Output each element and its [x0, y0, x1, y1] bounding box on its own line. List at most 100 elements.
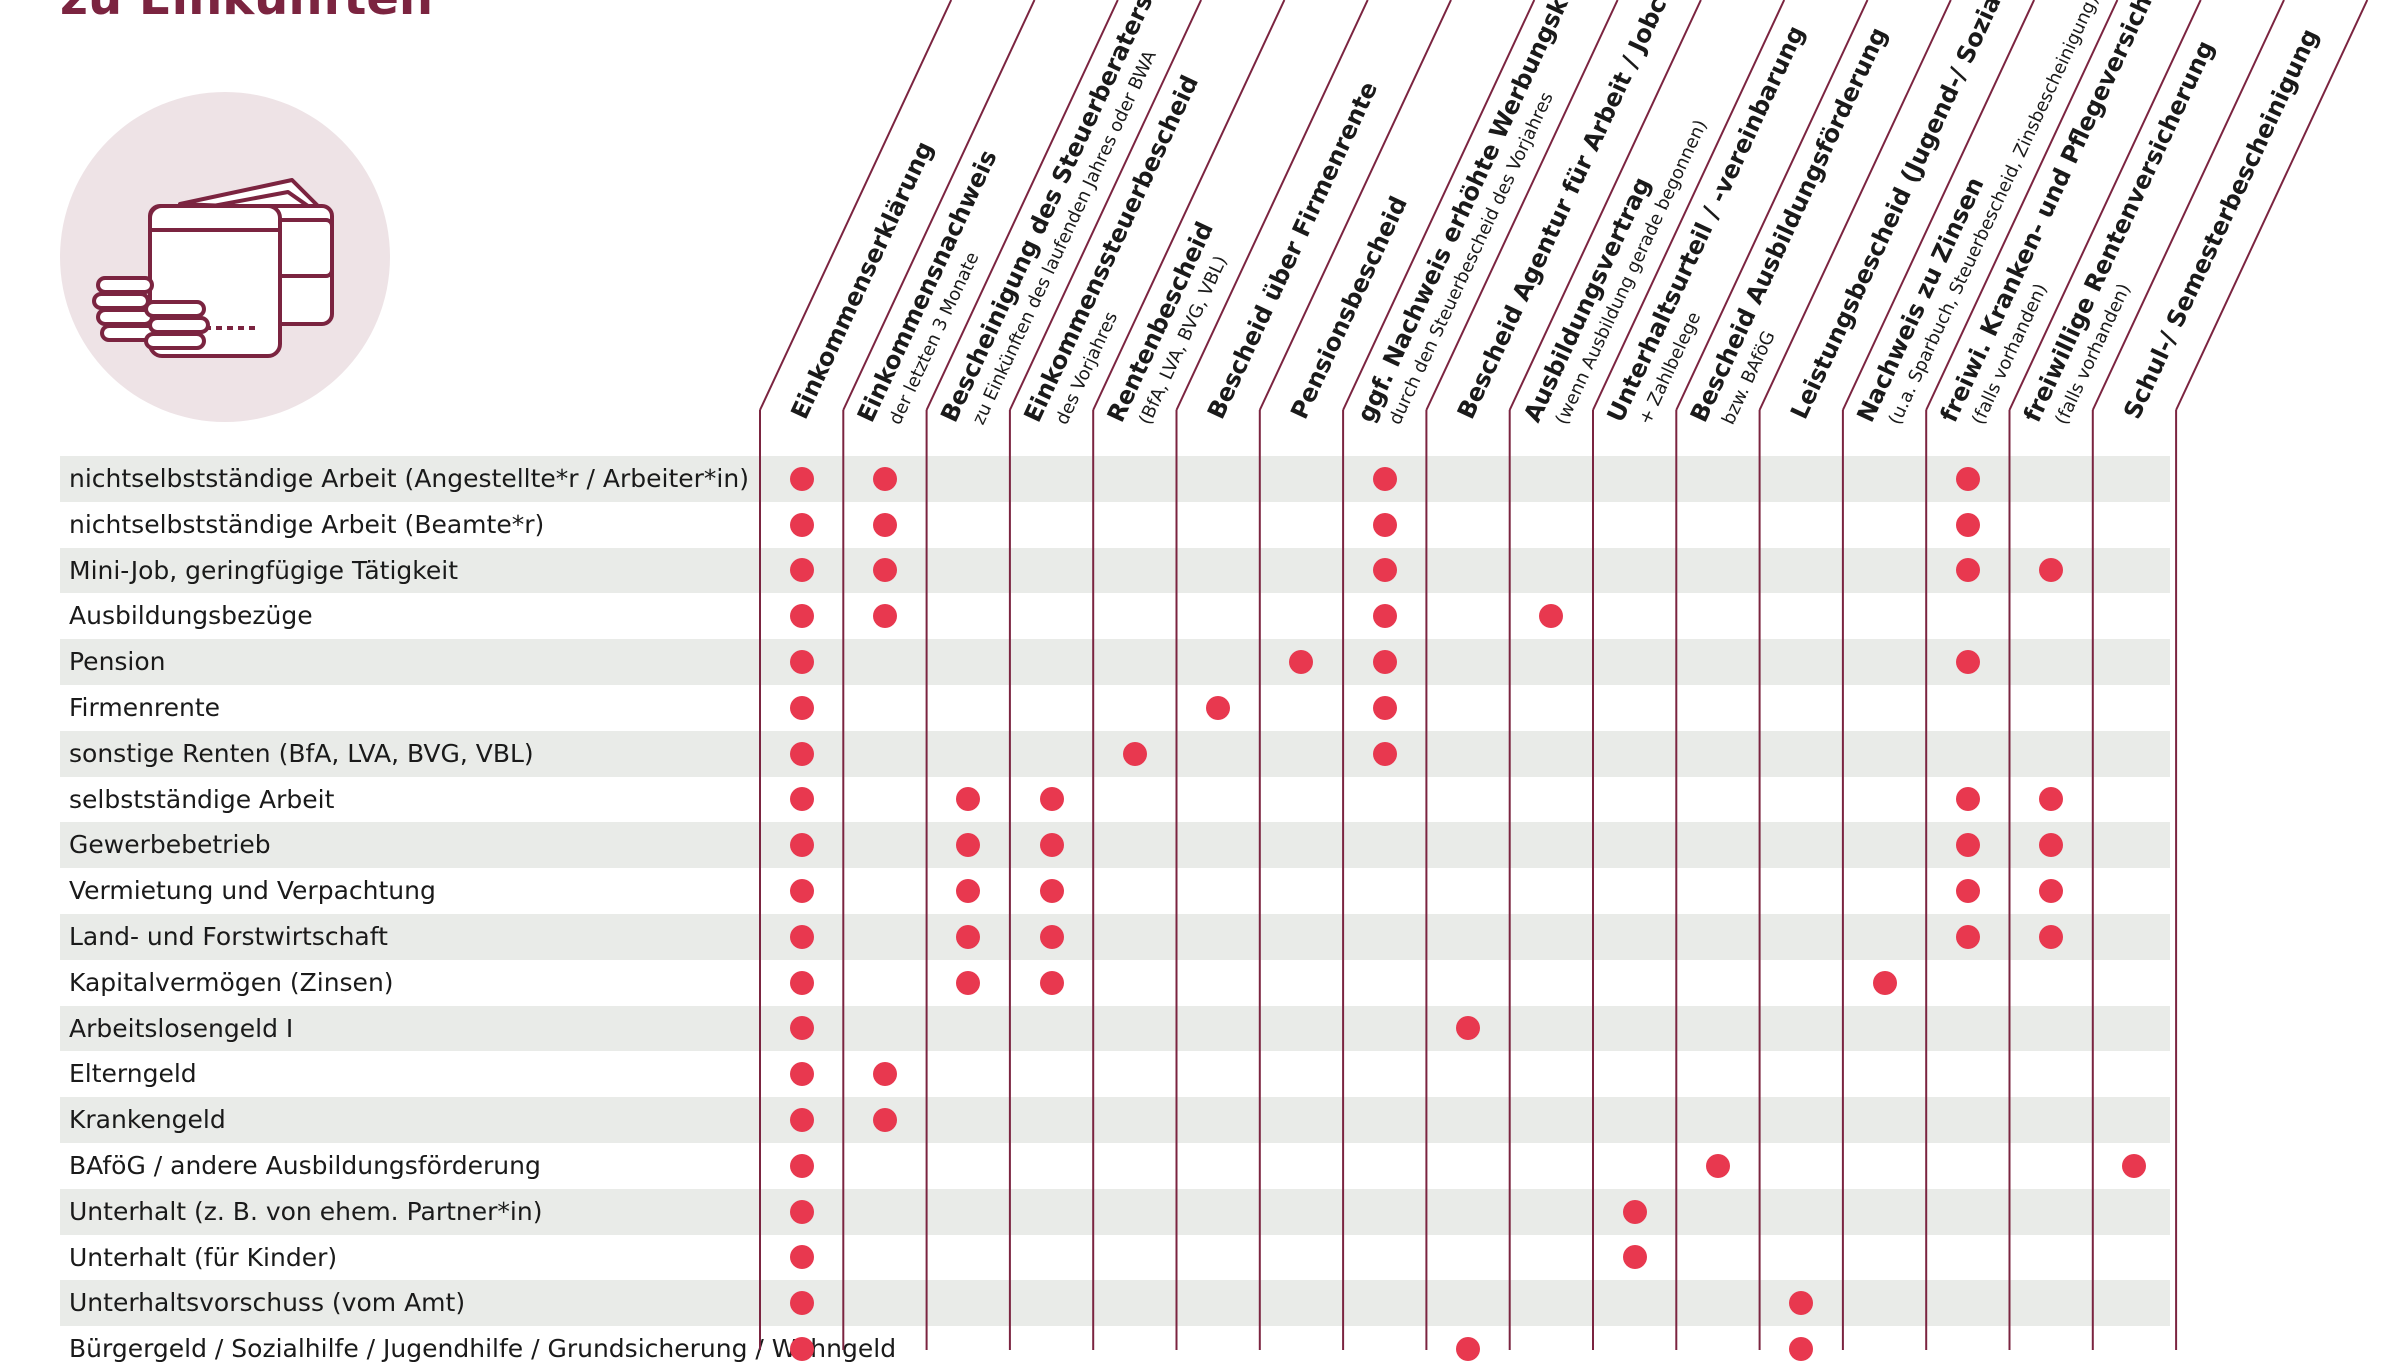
- table-row: Ausbildungsbezüge: [60, 593, 2170, 639]
- header-divider: [1592, 0, 1786, 411]
- row-label: Mini-Job, geringfügige Tätigkeit: [69, 555, 459, 585]
- required-document-dot: [1955, 879, 1980, 904]
- required-document-dot: [1955, 787, 1980, 812]
- table-row: Elterngeld: [60, 1051, 2170, 1097]
- required-document-dot: [1372, 466, 1397, 491]
- column-header-17: Schul-/ Semesterbescheinigung: [2118, 24, 2324, 423]
- required-document-dot: [789, 970, 814, 995]
- row-label: Arbeitslosengeld I: [69, 1013, 294, 1043]
- table-row: Mini-Job, geringfügige Tätigkeit: [60, 547, 2170, 594]
- header-divider: [1675, 0, 1869, 411]
- table-row: Vermietung und Verpachtung: [60, 868, 2170, 914]
- column-header-title: Schul-/ Semesterbescheinigung: [2118, 24, 2324, 423]
- column-headers: EinkommenserklärungEinkommensnachweisder…: [759, 0, 2369, 428]
- required-document-dot: [789, 1153, 814, 1178]
- required-document-dot: [1705, 1153, 1730, 1178]
- required-document-dot: [789, 833, 814, 858]
- row-label: nichtselbstständige Arbeit (Angestellte*…: [69, 464, 749, 493]
- required-document-dot: [872, 1108, 897, 1133]
- table-row: sonstige Renten (BfA, LVA, BVG, VBL): [60, 730, 2170, 777]
- required-document-dot: [1456, 1337, 1481, 1362]
- header-divider: [759, 0, 953, 411]
- required-document-dot: [1622, 1245, 1647, 1270]
- required-document-dot: [1206, 695, 1231, 720]
- required-document-dot: [789, 787, 814, 812]
- table-row: Unterhaltsvorschuss (vom Amt): [60, 1280, 2170, 1327]
- income-table: nichtselbstständige Arbeit (Angestellte*…: [60, 456, 2170, 1372]
- table-row: Krankengeld: [60, 1097, 2170, 1143]
- required-document-dot: [872, 466, 897, 491]
- required-document-dot: [1372, 741, 1397, 766]
- required-document-dot: [2122, 1153, 2147, 1178]
- table-row: Arbeitslosengeld I: [60, 1005, 2170, 1052]
- required-document-dot: [956, 787, 981, 812]
- required-document-dot: [789, 1016, 814, 1041]
- required-document-dot: [789, 879, 814, 904]
- required-document-dot: [872, 604, 897, 629]
- required-document-dot: [872, 558, 897, 583]
- table-row: Unterhalt (für Kinder): [60, 1235, 2170, 1281]
- page-title: zu Einkünften: [60, 0, 433, 22]
- required-document-dot: [1456, 1016, 1481, 1041]
- required-document-dot: [2039, 924, 2064, 949]
- column-header-6: Bescheid über Firmenrente: [1202, 77, 1383, 423]
- header-divider: [1925, 0, 2119, 411]
- row-label: Gewerbebetrieb: [69, 830, 271, 860]
- required-document-dot: [956, 833, 981, 858]
- required-document-dot: [789, 558, 814, 583]
- required-document-dot: [1955, 650, 1980, 675]
- required-document-dot: [1039, 924, 1064, 949]
- required-document-dot: [1955, 833, 1980, 858]
- required-document-dot: [789, 1062, 814, 1087]
- header-divider: [1175, 0, 1369, 411]
- column-header-title: Bescheid über Firmenrente: [1202, 77, 1383, 423]
- required-document-dot: [1372, 604, 1397, 629]
- wallet-with-coins-icon: [60, 92, 390, 422]
- row-label: Kapitalvermögen (Zinsen): [69, 967, 394, 997]
- required-document-dot: [789, 512, 814, 537]
- required-document-dot: [1955, 466, 1980, 491]
- header-divider: [1008, 0, 1202, 411]
- required-document-dot: [789, 695, 814, 720]
- required-document-dot: [1122, 741, 1147, 766]
- required-document-dot: [1872, 970, 1897, 995]
- required-document-dot: [1372, 650, 1397, 675]
- required-document-dot: [789, 1291, 814, 1316]
- required-document-dot: [789, 1337, 814, 1362]
- row-label: Pension: [69, 647, 166, 677]
- row-label: BAföG / andere Ausbildungsförderung: [69, 1150, 541, 1180]
- required-document-dot: [1039, 879, 1064, 904]
- required-document-dot: [956, 879, 981, 904]
- required-document-dot: [2039, 558, 2064, 583]
- required-document-dot: [2039, 879, 2064, 904]
- required-document-dot: [1039, 970, 1064, 995]
- required-document-dot: [1372, 512, 1397, 537]
- required-document-dot: [1955, 512, 1980, 537]
- header-divider: [1092, 0, 1286, 411]
- row-label: selbstständige Arbeit: [69, 784, 335, 814]
- row-label: Firmenrente: [69, 692, 221, 722]
- header-divider: [1758, 0, 1952, 411]
- header-divider: [1425, 0, 1619, 411]
- header-divider: [1508, 0, 1702, 411]
- row-label: Bürgergeld / Sozialhilfe / Jugendhilfe /…: [69, 1334, 897, 1364]
- row-label: nichtselbstständige Arbeit (Beamte*r): [69, 509, 545, 539]
- required-document-dot: [789, 466, 814, 491]
- table-row: nichtselbstständige Arbeit (Angestellte*…: [60, 456, 2170, 502]
- required-document-dot: [1039, 833, 1064, 858]
- row-label: Unterhalt (z. B. von ehem. Partner*in): [69, 1196, 543, 1226]
- required-document-dot: [1372, 558, 1397, 583]
- required-document-dot: [1789, 1337, 1814, 1362]
- row-label: Land- und Forstwirtschaft: [69, 921, 388, 951]
- required-document-dot: [872, 512, 897, 537]
- required-document-dot: [789, 741, 814, 766]
- required-document-dot: [1289, 650, 1314, 675]
- header-divider: [2091, 0, 2285, 411]
- row-label: Ausbildungsbezüge: [69, 601, 313, 631]
- required-document-dot: [1622, 1199, 1647, 1224]
- header-divider: [2008, 0, 2202, 411]
- header-divider: [842, 0, 1036, 411]
- required-document-dot: [789, 650, 814, 675]
- required-document-dot: [1955, 558, 1980, 583]
- required-document-dot: [956, 970, 981, 995]
